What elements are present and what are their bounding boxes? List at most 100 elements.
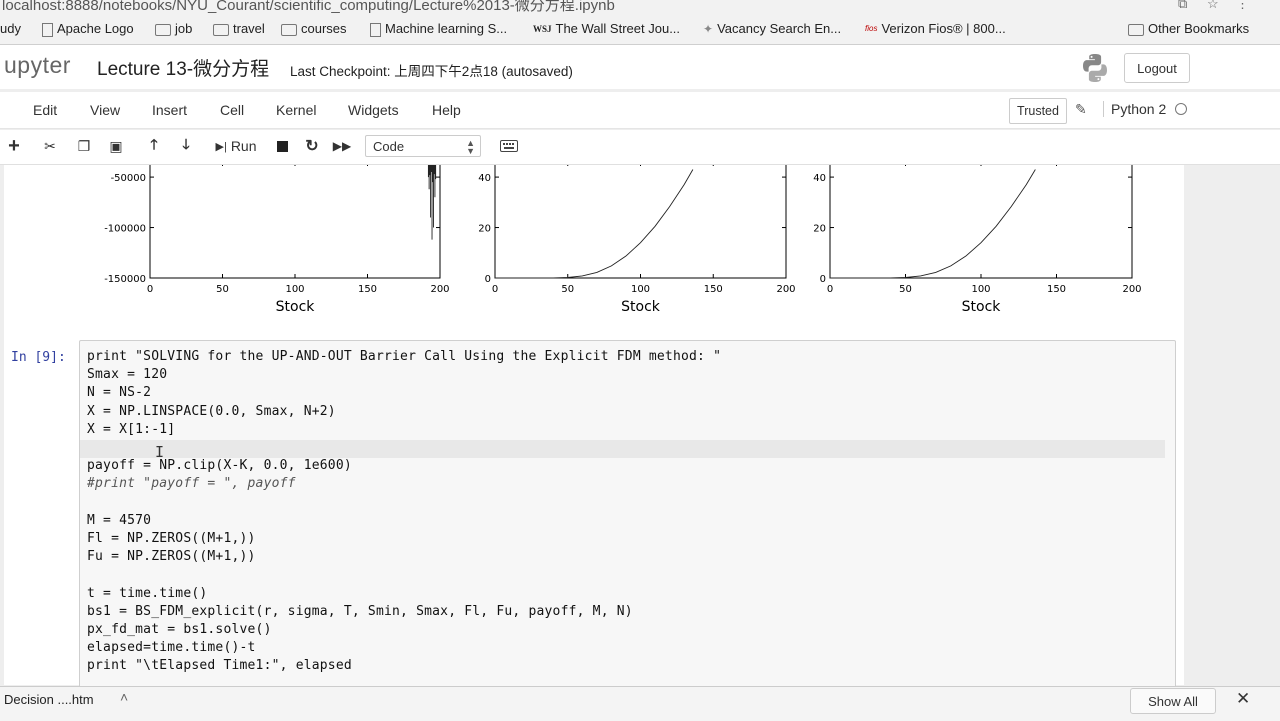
menu-kernel[interactable]: Kernel [276, 102, 317, 118]
x-tick-label: 200 [1122, 284, 1141, 295]
bookmark-label: travel [233, 21, 265, 36]
y-tick-label: 40 [478, 173, 491, 184]
x-tick-label: 150 [704, 284, 723, 295]
folder-icon [1128, 23, 1144, 36]
bookmark-label: Verizon Fios® | 800... [881, 21, 1006, 36]
notebook-toolbar [0, 130, 1280, 165]
bookmark-item[interactable]: Apache Logo [42, 21, 134, 37]
bookmark-label: Other Bookmarks [1148, 21, 1250, 36]
plot-2: 0 50 100 150 200 0 20 40 Stock [478, 165, 796, 315]
x-tick-label: 50 [561, 284, 574, 295]
bookmark-item[interactable]: Machine learning S... [370, 21, 508, 37]
run-button[interactable]: ▶| Run [210, 133, 262, 159]
code-line: px_fd_mat = bs1.solve() [87, 622, 272, 637]
y-tick-label: 0 [485, 274, 491, 285]
kernel-status-icon [1175, 103, 1187, 115]
menu-widgets[interactable]: Widgets [348, 102, 399, 118]
page-icon [42, 22, 53, 37]
fast-forward-icon[interactable]: ▶▶ [332, 139, 352, 153]
plot-3: 0 50 100 150 200 0 20 40 Stock [813, 165, 1142, 315]
select-arrows-icon: ▲ ▼ [466, 138, 475, 156]
bookmark-label: courses [301, 21, 347, 36]
download-item[interactable]: Decision ....htm [4, 692, 94, 707]
axes-frame [829, 165, 1133, 279]
translate-icon[interactable]: ⧉ [1178, 0, 1188, 11]
logout-button[interactable]: Logout [1124, 53, 1190, 83]
bookmark-item[interactable]: WSJ The Wall Street Jou... [533, 21, 680, 36]
run-label: Run [230, 138, 257, 154]
edit-mode-pencil-icon: ✎ [1075, 101, 1087, 117]
code-line: bs1 = BS_FDM_explicit(r, sigma, T, Smin,… [87, 603, 633, 619]
code-line: t = time.time() [87, 585, 208, 601]
add-cell-icon[interactable]: + [8, 134, 20, 157]
x-tick-label: 50 [899, 284, 912, 295]
cell-type-select[interactable]: Code ▲ ▼ [365, 135, 481, 157]
x-tick-label: 0 [827, 284, 833, 295]
series-line [830, 169, 1036, 279]
jupyter-logo[interactable]: upyter [4, 52, 71, 78]
menu-insert[interactable]: Insert [152, 102, 188, 118]
code-line: #print "payoff = ", payoff [87, 476, 296, 492]
folder-icon [155, 23, 171, 36]
download-shelf [0, 686, 1280, 721]
code-cell-editor[interactable] [79, 340, 1176, 692]
move-down-icon[interactable]: 🡓 [182, 136, 190, 152]
paste-icon[interactable]: ▣ [109, 137, 123, 154]
y-tick-label: 20 [478, 224, 491, 235]
x-tick-label: 100 [631, 284, 650, 295]
y-tick-label: -100000 [104, 224, 146, 235]
menu-icon[interactable]: ⋮ [1236, 0, 1249, 11]
bookmark-star-icon[interactable]: ☆ [1207, 0, 1219, 11]
address-bar[interactable]: localhost:8888/notebooks/NYU_Courant/sci… [0, 0, 1280, 16]
wsj-icon: WSJ [533, 23, 552, 34]
menu-view[interactable]: View [90, 102, 121, 118]
bookmark-item[interactable]: udy [0, 21, 21, 36]
menu-help[interactable]: Help [432, 102, 461, 118]
bookmark-folder[interactable]: travel [213, 21, 265, 36]
bookmark-folder[interactable]: courses [281, 21, 347, 36]
y-tick-label: 0 [820, 274, 826, 285]
bookmark-folder[interactable]: job [155, 21, 192, 36]
code-line: Fl = NP.ZEROS((M+1,)) [87, 531, 256, 546]
menu-cell[interactable]: Cell [220, 102, 245, 118]
x-axis-label: Stock [962, 299, 1002, 315]
axes-frame [149, 165, 441, 279]
kernel-name[interactable]: Python 2 [1103, 101, 1166, 117]
keyboard-icon[interactable] [498, 133, 520, 159]
bookmark-label: Machine learning S... [385, 21, 508, 36]
close-icon[interactable]: ✕ [1236, 689, 1251, 708]
y-tick-label: -50000 [111, 173, 146, 184]
python-logo-icon [1083, 54, 1107, 82]
x-tick-label: 0 [492, 284, 498, 295]
other-bookmarks[interactable]: Other Bookmarks [1128, 21, 1249, 36]
trusted-indicator[interactable]: Trusted [1009, 98, 1067, 124]
x-tick-label: 50 [216, 284, 229, 295]
page-icon [370, 22, 381, 37]
stop-icon[interactable] [272, 133, 292, 159]
notebook-title[interactable]: Lecture 13-微分方程 [97, 59, 270, 80]
folder-icon [213, 23, 229, 36]
move-up-icon[interactable]: 🡑 [150, 136, 158, 152]
bookmark-label: Vacancy Search En... [717, 21, 842, 36]
x-tick-label: 150 [1047, 284, 1066, 295]
plot-1: 0 50 100 150 200 -50000 -100000 -150000 Stock [104, 165, 450, 315]
series-line [495, 169, 694, 279]
restart-icon[interactable]: ↻ [305, 138, 319, 155]
page-gutter [1195, 165, 1280, 685]
bookmark-item[interactable]: ✦ Vacancy Search En... [703, 21, 841, 36]
menubar: Edit View Insert Cell Kernel Widgets Hel… [0, 92, 1280, 129]
copy-icon[interactable]: ❐ [77, 137, 91, 154]
code-line: elapsed=time.time()-t [87, 640, 256, 656]
bookmark-label: The Wall Street Jou... [555, 21, 681, 36]
checkpoint-status: Last Checkpoint: 上周四下午2点18 (autosaved) [290, 64, 573, 79]
cell-prompt: In [9]: [11, 350, 66, 365]
axes-frame [494, 165, 787, 279]
text-cursor-icon: I [155, 443, 165, 461]
menu-edit[interactable]: Edit [33, 102, 58, 118]
show-all-button[interactable]: Show All [1130, 688, 1216, 714]
download-options-icon[interactable]: ˄ [120, 689, 129, 705]
cut-icon[interactable]: ✂ [44, 137, 56, 154]
bookmarks-bar: udy Apache Logo job travel courses Machi… [0, 16, 1280, 45]
bookmark-item[interactable]: fios Verizon Fios® | 800... [865, 21, 1006, 36]
code-line: Smax = 120 [87, 367, 168, 383]
